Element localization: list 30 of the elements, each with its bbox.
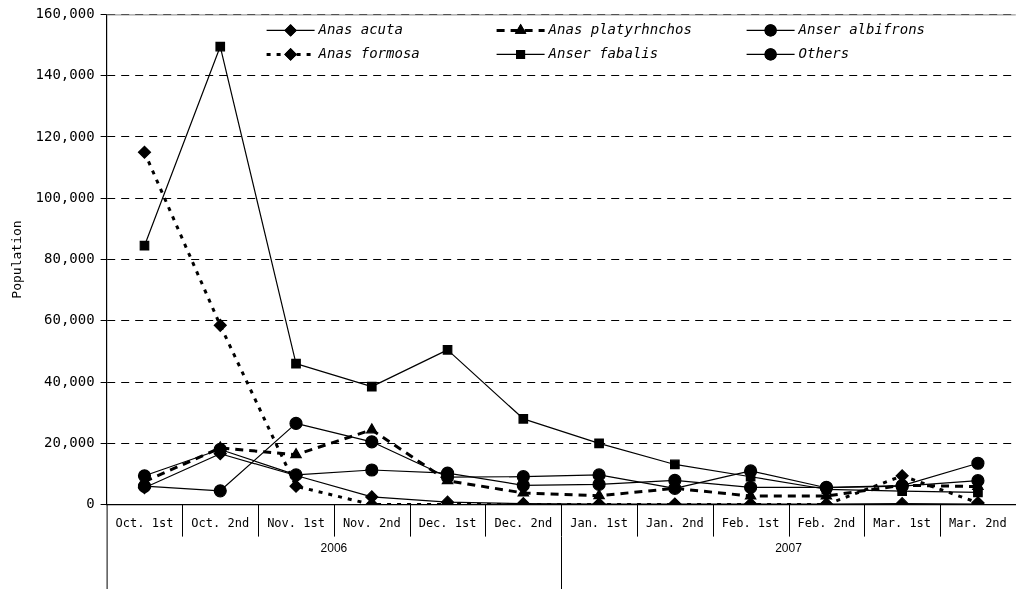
legend-label: Anser fabalis [547, 45, 659, 62]
text: 2007 [775, 540, 803, 555]
legend-label: Others [798, 45, 850, 62]
y-tick-label: 140,000 [35, 66, 95, 83]
y-tick-label: 0 [86, 495, 95, 512]
x-tick-label: Nov. 2nd [342, 515, 401, 530]
y-tick-label: 160,000 [35, 5, 95, 22]
x-tick-label: Oct. 1st [115, 515, 174, 530]
x-tick-label: Feb. 1st [721, 515, 780, 530]
y-tick-label: 20,000 [44, 433, 95, 450]
x-tick-label: Feb. 2nd [797, 515, 856, 530]
y-axis-title: Population [9, 220, 25, 299]
x-tick-label: Nov. 1st [267, 515, 325, 530]
x-tick-label: Jan. 1st [570, 515, 628, 530]
y-tick-label: 80,000 [44, 250, 95, 267]
legend-label: Anas platyrhnchos [547, 21, 692, 38]
y-tick-label: 100,000 [35, 188, 95, 205]
x-tick-label: Jan. 2nd [645, 515, 704, 530]
legend-label: Anser albifrons [797, 21, 926, 38]
y-tick-label: 120,000 [35, 127, 95, 144]
legend-label: Anas formosa [317, 45, 420, 62]
y-tick-label: 40,000 [44, 372, 95, 389]
x-tick-label: Mar. 1st [873, 515, 932, 530]
legend-label: Anas acuta [317, 21, 403, 38]
x-tick-label: Dec. 2nd [494, 515, 553, 530]
x-tick-label: Oct. 2nd [191, 515, 250, 530]
y-tick-label: 60,000 [44, 311, 95, 328]
text: 2006 [320, 540, 348, 555]
x-tick-label: Mar. 2nd [949, 515, 1007, 530]
x-tick-label: Dec. 1st [418, 515, 477, 530]
